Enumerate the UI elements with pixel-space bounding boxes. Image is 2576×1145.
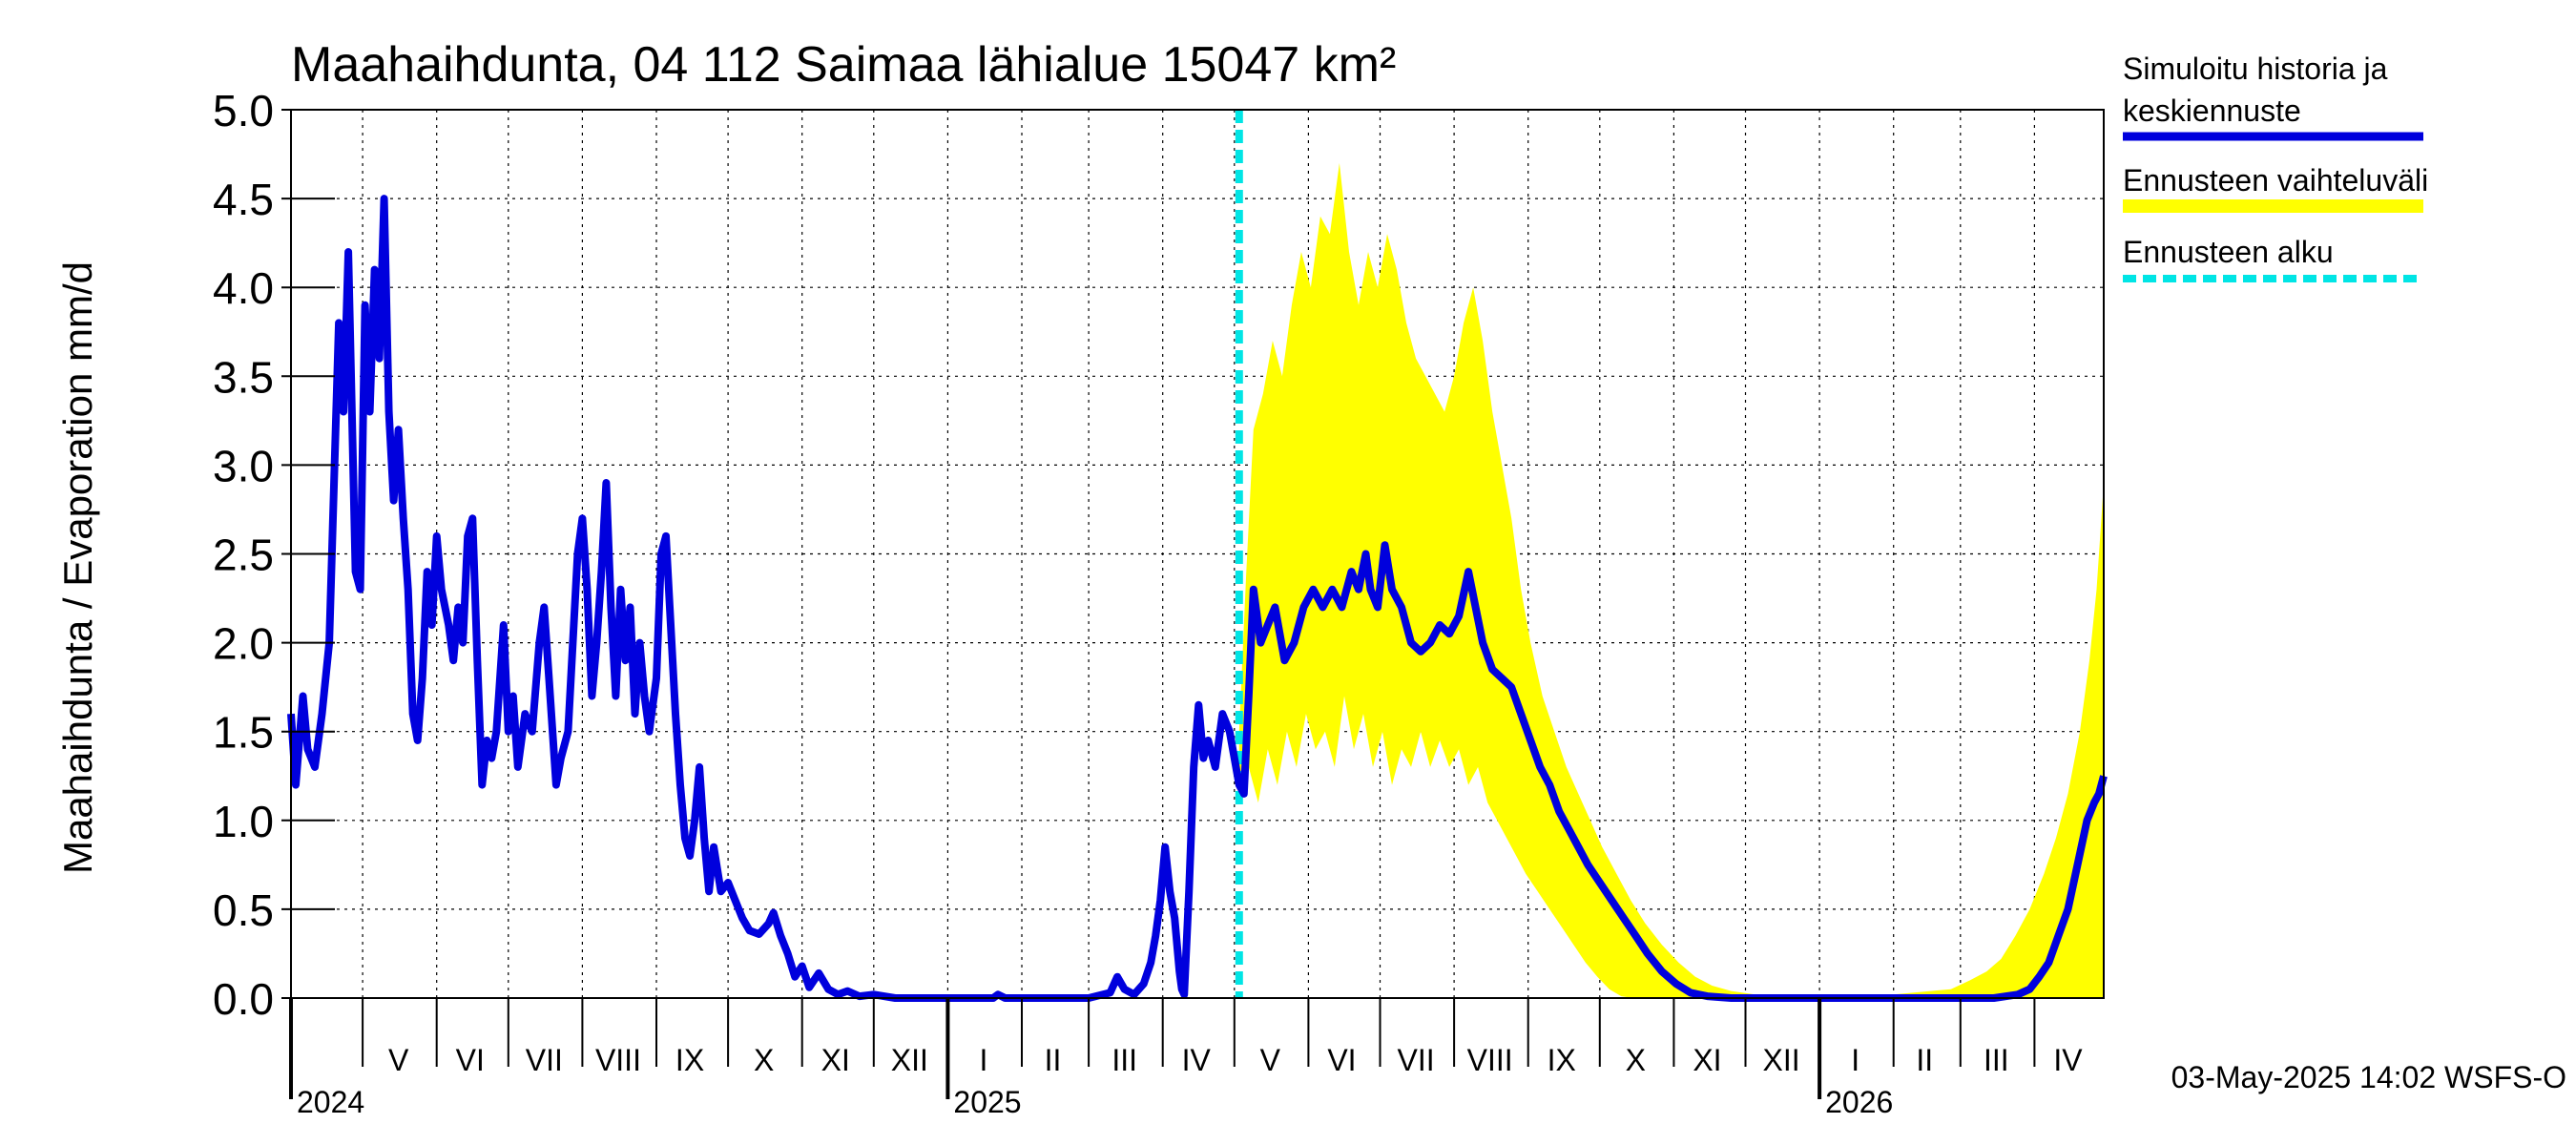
month-label: VII: [1397, 1043, 1434, 1077]
legend-label-simulated-line2: keskiennuste: [2123, 94, 2301, 128]
month-label: VI: [456, 1043, 485, 1077]
month-label: XII: [1762, 1043, 1799, 1077]
month-label: XII: [891, 1043, 928, 1077]
plot-frame: [290, 109, 2105, 999]
chart-title: Maahaihdunta, 04 112 Saimaa lähialue 150…: [291, 37, 1396, 93]
month-label: VIII: [595, 1043, 641, 1077]
month-label: III: [1984, 1043, 2009, 1077]
month-label: IV: [1182, 1043, 1212, 1077]
month-label: III: [1111, 1043, 1137, 1077]
legend-label-range: Ennusteen vaihteluväli: [2123, 163, 2428, 198]
y-tick-label: 5.0: [213, 86, 274, 135]
x-axis: V VI VII VIII IX X XI XII I II III IV V VI VII VIII IX X X…: [289, 998, 2083, 1119]
y-tick-label: 2.5: [213, 531, 274, 580]
grid-lines: [291, 110, 2104, 998]
month-label: VIII: [1467, 1043, 1513, 1077]
forecast-range-band: [1238, 162, 2104, 998]
y-axis-ticks: 0.0 0.5 1.0 1.5 2.0 2.5 3.0 3.5 4.0 4.5 5.0: [213, 86, 335, 1024]
simulated-series-line: [287, 195, 2108, 1002]
y-tick-label: 1.5: [213, 708, 274, 758]
month-label: V: [388, 1043, 409, 1077]
month-label: X: [754, 1043, 774, 1077]
year-label: 2024: [297, 1085, 364, 1119]
month-label: VII: [526, 1043, 563, 1077]
footer-timestamp: 03-May-2025 14:02 WSFS-O: [2171, 1060, 2566, 1094]
month-label: XI: [821, 1043, 850, 1077]
y-tick-label: 2.0: [213, 619, 274, 669]
month-label: IX: [675, 1043, 704, 1077]
month-label: II: [1045, 1043, 1062, 1077]
y-axis-label: Maahaihdunta / Evaporation mm/d: [55, 261, 100, 874]
month-label: I: [1851, 1043, 1859, 1077]
y-tick-label: 3.5: [213, 352, 274, 402]
y-tick-label: 1.0: [213, 797, 274, 846]
y-tick-label: 4.5: [213, 175, 274, 224]
legend-label-simulated-line1: Simuloitu historia ja: [2123, 52, 2388, 86]
month-label: X: [1626, 1043, 1646, 1077]
y-tick-label: 0.5: [213, 885, 274, 935]
month-label: I: [980, 1043, 988, 1077]
year-label: 2025: [953, 1085, 1021, 1119]
month-label: IX: [1548, 1043, 1576, 1077]
month-label: XI: [1693, 1043, 1721, 1077]
year-label: 2026: [1825, 1085, 1893, 1119]
month-label: IV: [2053, 1043, 2083, 1077]
y-tick-label: 0.0: [213, 974, 274, 1024]
legend-label-forecast-start: Ennusteen alku: [2123, 235, 2334, 269]
month-label: II: [1916, 1043, 1933, 1077]
legend: Simuloitu historia ja keskiennuste Ennus…: [2123, 52, 2428, 282]
month-label: V: [1260, 1043, 1281, 1077]
month-label: VI: [1327, 1043, 1356, 1077]
y-tick-label: 3.0: [213, 441, 274, 490]
y-tick-label: 4.0: [213, 263, 274, 313]
